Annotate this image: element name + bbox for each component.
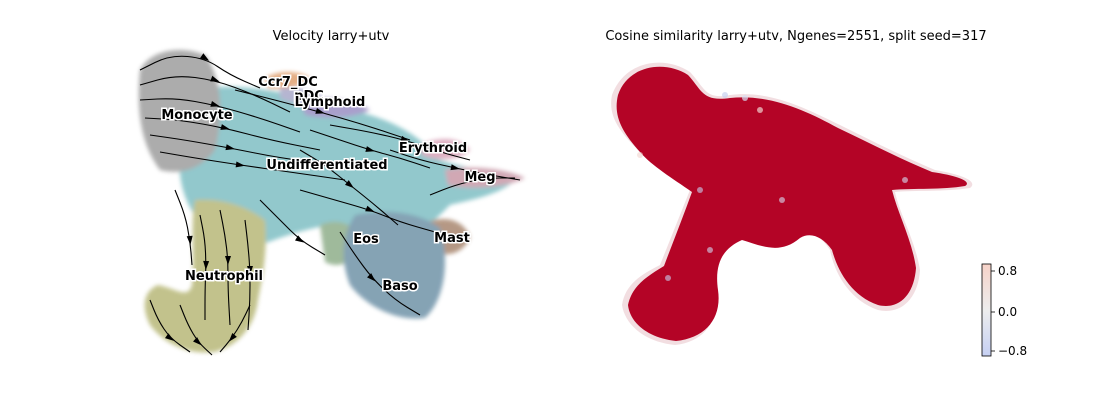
streamline-arrowhead [203, 260, 210, 270]
cluster-labels: Ccr7_DC pDC Lymphoid Monocyte Undifferen… [160, 74, 497, 296]
velocity-arrowheads [165, 53, 490, 346]
cluster-label-eos: Eos [353, 232, 379, 247]
colorbar-tick-1: 0.0 [998, 305, 1017, 319]
streamline [219, 209, 231, 326]
streamline-arrowhead [450, 164, 460, 171]
cosine-points-low-scatter [637, 92, 908, 281]
streamline-arrowhead [225, 255, 231, 265]
colorbar-gradient [981, 263, 992, 357]
cluster-label-undifferentiated: Undifferentiated [266, 158, 387, 173]
streamline-arrowhead [315, 108, 325, 114]
cluster-label-erythroid: Erythroid [399, 141, 467, 156]
streamline-arrowhead [367, 273, 376, 282]
cluster-monocyte [138, 50, 221, 172]
streamline [159, 151, 346, 181]
colorbar-tick-2: −0.8 [998, 344, 1027, 358]
cluster-label-mast: Mast [434, 231, 470, 246]
cluster-ccr7-dc [265, 72, 310, 89]
streamline-arrowhead [295, 235, 305, 243]
streamline [299, 149, 399, 226]
streamline-arrowhead [365, 205, 375, 212]
streamline-arrowhead [220, 124, 230, 130]
cluster-label-monocyte: Monocyte [161, 108, 232, 123]
streamline-arrowhead [400, 135, 410, 142]
cluster-label-pdc: pDC [294, 89, 324, 104]
cluster-baso [343, 211, 445, 319]
streamline [339, 231, 421, 316]
colorbar: 0.8 0.0 −0.8 [981, 263, 1027, 358]
streamline [389, 149, 521, 181]
cosine-panel-title: Cosine similarity larry+utv, Ngenes=2551… [605, 29, 986, 44]
cluster-label-neutrophil: Neutrophil [185, 269, 263, 284]
velocity-panel: Velocity larry+utv Ccr7_DC pDC Lymphoid … [138, 29, 525, 356]
cluster-erythroid [420, 138, 470, 160]
velocity-streamlines [139, 55, 521, 356]
streamline [139, 55, 261, 89]
streamline-arrowhead [210, 101, 220, 107]
colorbar-tick-0: 0.8 [998, 264, 1017, 278]
streamline-arrowhead [193, 337, 202, 346]
streamline-arrowhead [225, 144, 235, 151]
cluster-label-meg: Meg [464, 170, 495, 185]
streamline-arrowhead [228, 333, 237, 342]
streamline [244, 219, 251, 331]
streamline [199, 214, 207, 320]
cluster-regions [138, 50, 525, 353]
streamline [309, 129, 431, 169]
cluster-label-baso: Baso [382, 279, 417, 294]
velocity-panel-title: Velocity larry+utv [273, 29, 390, 44]
streamline [299, 189, 436, 233]
streamline-arrowhead [210, 75, 220, 82]
streamline-arrowhead [165, 333, 175, 341]
streamline [139, 98, 301, 133]
cosine-panel: Cosine similarity larry+utv, Ngenes=2551… [605, 29, 1027, 358]
streamline [149, 134, 336, 166]
streamline [144, 117, 321, 151]
streamline [234, 89, 411, 141]
cosine-points-main [616, 66, 967, 341]
streamline-arrowhead [235, 161, 245, 168]
streamline-arrowhead [200, 53, 210, 61]
streamline-arrowhead [480, 175, 490, 181]
cluster-undifferentiated [175, 86, 515, 245]
cluster-label-lymphoid: Lymphoid [295, 95, 366, 110]
streamline [329, 124, 471, 161]
streamline-arrowhead [365, 146, 375, 152]
streamline-arrowhead [186, 235, 193, 245]
cluster-label-ccr7-dc: Ccr7_DC [258, 75, 318, 90]
streamline-arrowhead [345, 180, 354, 189]
streamline-arrowhead [247, 265, 253, 275]
